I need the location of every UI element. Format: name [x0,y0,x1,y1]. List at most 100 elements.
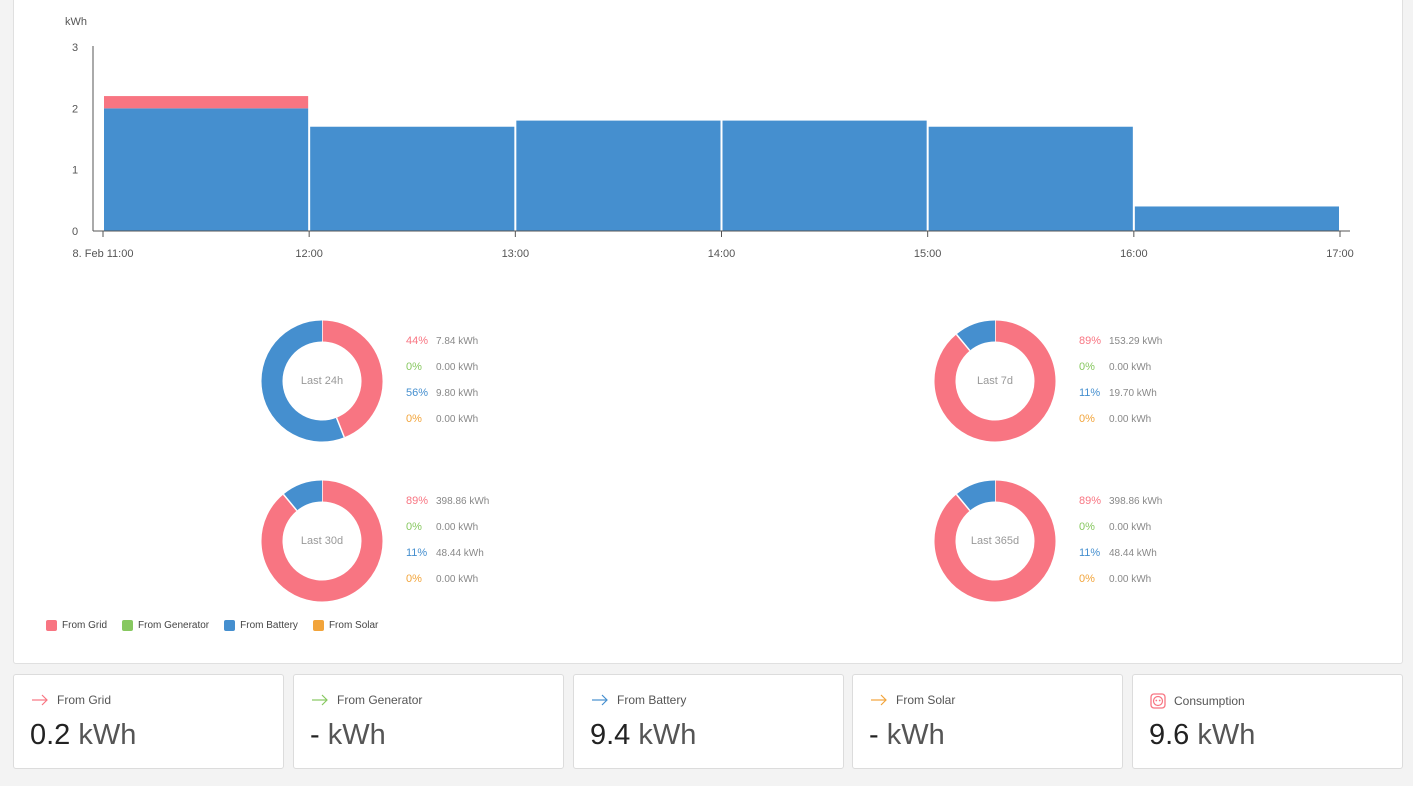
legend-swatch [224,620,236,631]
y-tick-label: 3 [72,42,78,54]
legend-item-generator[interactable]: From Generator [122,620,209,631]
x-tick-label: 13:00 [502,248,530,260]
arrow-right-icon [871,694,887,706]
donut-kwh: 398.86 kWh [436,496,490,507]
donut-kwh: 9.80 kWh [436,388,479,399]
legend-swatch [122,620,133,631]
card-from-grid: From Grid 0.2 kWh [13,674,284,769]
donut-legend-row: 89% 153.29 kWh [1079,335,1162,347]
donut-kwh: 0.00 kWh [1109,362,1152,373]
bar-from-battery[interactable] [310,126,515,231]
legend-item-solar[interactable]: From Solar [312,620,378,631]
donut-kwh: 0.00 kWh [1109,414,1152,425]
donut-kwh: 0.00 kWh [436,574,479,585]
donut-legend-row: 0% 0.00 kWh [406,413,478,425]
donut-slice-battery[interactable] [956,480,996,511]
donut-percent: 0% [406,573,422,585]
card-from-solar: From Solar - kWh [852,674,1123,769]
donut-separator [955,493,971,512]
card-number: - [310,719,328,751]
donut-slice-grid[interactable] [934,480,1056,602]
donut-percent: 0% [1079,413,1095,425]
legend-label: From Battery [240,620,298,631]
donut-percent: 0% [1079,573,1095,585]
card-unit: kWh [886,719,945,751]
donut-percent: 44% [406,335,429,347]
card-label: From Grid [31,693,111,707]
card-value: 9.4 kWh [590,719,696,752]
outlet-icon [1150,693,1166,709]
donut-slice-battery[interactable] [956,320,996,351]
donut-percent: 11% [1079,547,1101,559]
donut-last-365d[interactable]: Last 365d 89% 398.86 kWh 0% 0.00 kWh 11% 48.44… [934,480,1184,605]
card-consumption: Consumption 9.6 kWh [1132,674,1403,769]
card-title: From Solar [896,693,956,707]
bar-from-battery[interactable] [928,126,1133,231]
donut-center-label: Last 7d [976,375,1014,387]
donut-kwh: 398.86 kWh [1109,496,1163,507]
bar-from-battery[interactable] [516,120,721,231]
legend-item-battery[interactable]: From Battery [224,620,298,631]
donut-last-24h[interactable]: Last 24h 44% 7.84 kWh 0% 0.00 kWh 56% 9.80 kWh… [261,320,511,445]
card-value: 0.2 kWh [30,719,136,752]
donut-slice-grid[interactable] [934,320,1056,442]
donut-separator [335,417,345,438]
donut-percent: 11% [406,547,428,559]
legend-label: From Generator [138,620,210,631]
legend-label: From Grid [62,620,107,631]
arrow-right-icon [32,694,48,706]
donut-legend-row: 11% 19.70 kWh [1079,387,1157,399]
donut-slice-battery[interactable] [283,480,323,511]
donut-last-30d[interactable]: Last 30d 89% 398.86 kWh 0% 0.00 kWh 11% 48.44 … [261,480,511,605]
card-from-generator: From Generator - kWh [293,674,564,769]
donut-legend-row: 44% 7.84 kWh [406,335,478,347]
donut-last-7d[interactable]: Last 7d 89% 153.29 kWh 0% 0.00 kWh 11% 19.70 k… [934,320,1184,445]
legend-swatch [46,620,57,631]
legend-item-grid[interactable]: From Grid [46,620,107,631]
x-tick-label: 14:00 [708,248,736,260]
donut-legend-row: 89% 398.86 kWh [406,495,489,507]
donut-percent: 11% [1079,387,1101,399]
card-title: From Battery [617,693,687,707]
donut-kwh: 19.70 kWh [1109,388,1157,399]
x-tick-label: 15:00 [914,248,942,260]
donut-legend-row: 11% 48.44 kWh [1079,547,1157,559]
card-title: From Grid [57,693,111,707]
consumption-bar-chart: kWh 0 1 2 3 8. Feb 11:00 12:00 13:00 14:00 15:00… [65,16,1354,260]
card-title: Consumption [1174,694,1245,708]
donut-legend-row: 11% 48.44 kWh [406,547,484,559]
card-value: - kWh [869,719,945,752]
card-unit: kWh [638,719,697,751]
donut-separator [282,493,298,512]
donut-slice-grid[interactable] [261,480,383,602]
donut-percent: 0% [406,521,422,533]
card-label: Consumption [1150,693,1245,709]
bar-from-grid[interactable] [104,96,309,109]
bar-from-battery[interactable] [104,108,309,231]
donut-kwh: 48.44 kWh [1109,548,1157,559]
y-axis-label: kWh [65,16,87,28]
donut-center-label: Last 30d [300,535,344,547]
donut-separator [955,333,971,352]
donut-legend-row: 0% 0.00 kWh [406,521,478,533]
card-number: 0.2 [30,719,79,751]
donut-kwh: 48.44 kWh [436,548,484,559]
card-number: 9.6 [1149,719,1198,751]
donut-percent: 89% [1079,335,1102,347]
x-tick-label: 17:00 [1326,248,1354,260]
arrow-right-icon [592,694,608,706]
bar-from-battery[interactable] [722,120,927,231]
card-label: From Generator [311,693,422,707]
bar-from-battery[interactable] [1134,206,1339,231]
donut-slice-battery[interactable] [261,320,345,442]
y-tick-label: 2 [72,103,78,115]
y-tick-label: 1 [72,165,78,177]
donut-slice-grid[interactable] [321,320,383,438]
donut-legend-row: 0% 0.00 kWh [406,361,478,373]
donut-legend-row: 0% 0.00 kWh [1079,413,1151,425]
donut-percent: 0% [406,361,422,373]
card-label: From Battery [591,693,686,707]
donut-ring [934,320,1056,442]
x-tick-label: 8. Feb 11:00 [73,248,134,260]
chart-legend: From Grid From Generator From Battery From … [46,620,378,631]
